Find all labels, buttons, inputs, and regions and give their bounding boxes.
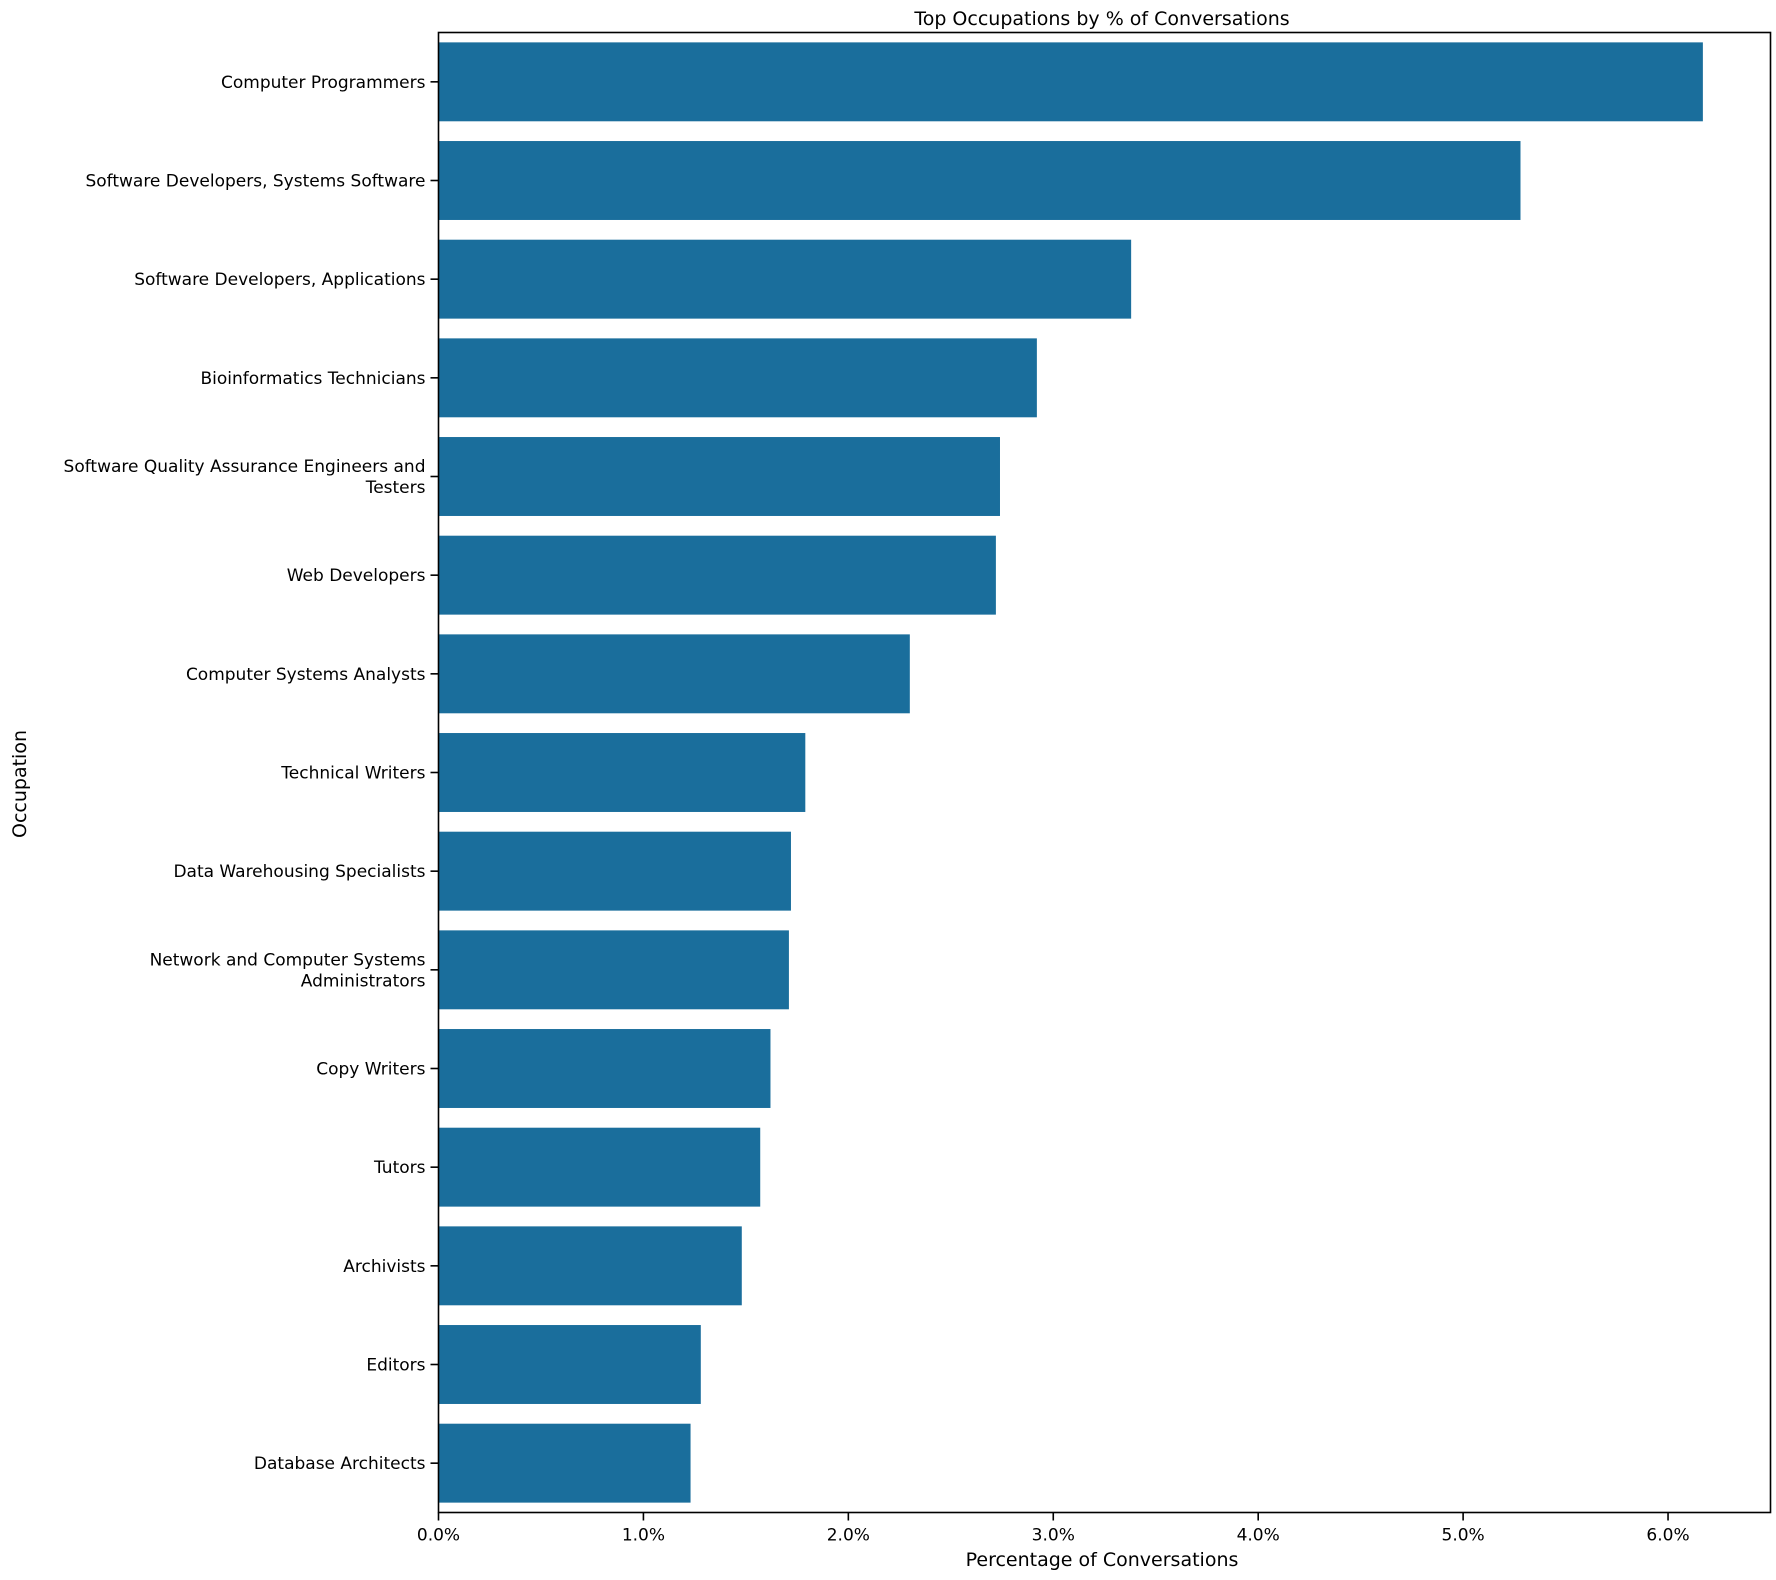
y-axis-label: Occupation	[9, 730, 31, 838]
y-tick-label-line: Network and Computer Systems	[150, 950, 426, 970]
x-axis-label: Percentage of Conversations	[966, 1549, 1239, 1571]
y-tick-label-line: Testers	[365, 478, 426, 498]
y-tick-label: Archivists	[343, 1257, 425, 1277]
y-tick-label: Bioinformatics Technicians	[200, 369, 425, 389]
bar	[438, 634, 910, 714]
x-tick-label: 1.0%	[622, 1526, 665, 1546]
bar-series	[438, 42, 1703, 1503]
x-tick-label: 6.0%	[1646, 1526, 1689, 1546]
y-tick-label-line: Computer Programmers	[221, 73, 426, 93]
y-tick-label-line: Administrators	[301, 971, 426, 991]
bar	[438, 535, 996, 615]
bar	[438, 1423, 691, 1503]
y-tick-label-line: Copy Writers	[316, 1060, 425, 1080]
x-tick-label: 5.0%	[1442, 1526, 1485, 1546]
bar	[438, 1127, 761, 1207]
y-tick-label-line: Software Developers, Systems Software	[85, 172, 425, 192]
y-tick-label: Software Quality Assurance Engineers and…	[64, 457, 426, 498]
bar	[438, 338, 1037, 418]
y-tick-label-line: Database Architects	[254, 1454, 426, 1474]
bar	[438, 437, 1000, 516]
y-tick-label: Database Architects	[254, 1454, 426, 1474]
bar	[438, 141, 1521, 220]
y-tick-label-line: Archivists	[343, 1257, 425, 1277]
x-tick-label: 0.0%	[417, 1526, 460, 1546]
chart-title: Top Occupations by % of Conversations	[913, 8, 1289, 30]
y-tick-label-line: Computer Systems Analysts	[186, 665, 426, 685]
bar	[438, 1226, 742, 1306]
y-tick-label-line: Technical Writers	[280, 764, 425, 784]
y-tick-label: Data Warehousing Specialists	[173, 862, 425, 882]
y-tick-label-line: Web Developers	[287, 566, 426, 586]
y-tick-label-line: Software Quality Assurance Engineers and	[64, 457, 426, 477]
plot-frame	[437, 31, 1772, 1514]
y-tick-label-line: Editors	[366, 1356, 425, 1376]
y-tick-label-line: Tutors	[373, 1158, 426, 1178]
y-tick-label: Computer Programmers	[221, 73, 426, 93]
y-tick-label: Software Developers, Applications	[134, 270, 425, 290]
x-tick-label: 4.0%	[1237, 1526, 1280, 1546]
y-tick-label: Editors	[366, 1356, 425, 1376]
x-tick-label: 2.0%	[827, 1526, 870, 1546]
bar	[438, 733, 806, 812]
bar	[438, 42, 1703, 122]
y-tick-label: Tutors	[373, 1158, 426, 1178]
bar	[438, 831, 791, 911]
x-tick-label: 3.0%	[1032, 1526, 1075, 1546]
y-tick-label: Copy Writers	[316, 1060, 425, 1080]
y-axis-ticks: Computer Programmers Software Developers,…	[64, 73, 439, 1474]
y-tick-label-line: Software Developers, Applications	[134, 270, 425, 290]
bar	[438, 930, 789, 1010]
y-tick-label: Software Developers, Systems Software	[85, 172, 425, 192]
y-tick-label: Computer Systems Analysts	[186, 665, 426, 685]
bar	[438, 239, 1132, 319]
y-tick-label: Technical Writers	[280, 764, 425, 784]
bar	[438, 1029, 771, 1108]
bar	[438, 1325, 701, 1404]
y-tick-label-line: Bioinformatics Technicians	[200, 369, 425, 389]
y-tick-label: Web Developers	[287, 566, 426, 586]
y-tick-label: Network and Computer Systems Administrato…	[150, 950, 426, 991]
x-axis-ticks: 0.0% 1.0% 2.0% 3.0% 4.0% 5.0% 6.0%	[417, 1512, 1690, 1546]
y-tick-label-line: Data Warehousing Specialists	[173, 862, 425, 882]
